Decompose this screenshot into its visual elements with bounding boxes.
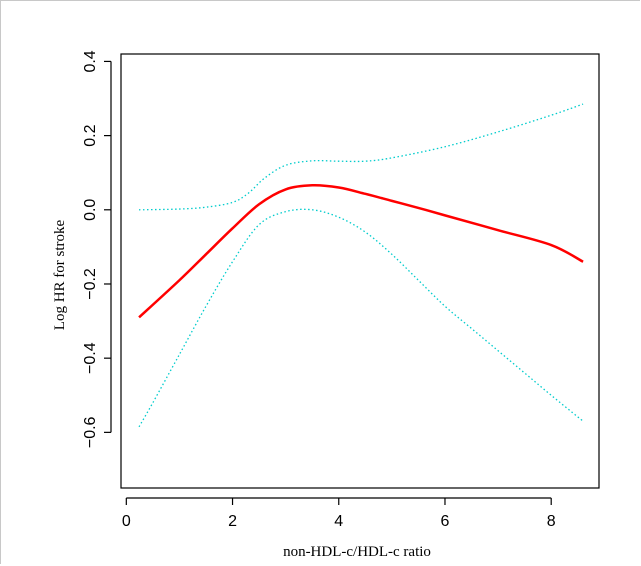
- tick-labels: 0 2 4 6 8 0.4 0.2 0.0 −0.2 −0.4 −0.6: [82, 50, 556, 530]
- x-axis-label: non-HDL-c/HDL-c ratio: [283, 544, 431, 560]
- series-layer: [138, 103, 584, 428]
- y-axis-label: Log HR for stroke: [52, 219, 68, 330]
- y-tick-label: −0.6: [82, 416, 99, 448]
- x-tick-label: 0: [122, 513, 131, 530]
- y-tick-label: −0.4: [82, 342, 99, 374]
- y-tick-label: 0.0: [82, 199, 99, 221]
- x-tick-label: 8: [547, 513, 556, 530]
- x-tick-label: 6: [441, 513, 450, 530]
- lower-ci-line: [138, 208, 584, 428]
- y-tick-label: −0.2: [82, 268, 99, 300]
- plot-frame: [120, 53, 600, 489]
- estimate-line: [138, 184, 584, 319]
- y-tick-label: 0.2: [82, 124, 99, 146]
- axes: [104, 53, 600, 505]
- x-tick-label: 2: [228, 513, 237, 530]
- x-tick-label: 4: [334, 513, 343, 530]
- y-tick-label: 0.4: [82, 50, 99, 72]
